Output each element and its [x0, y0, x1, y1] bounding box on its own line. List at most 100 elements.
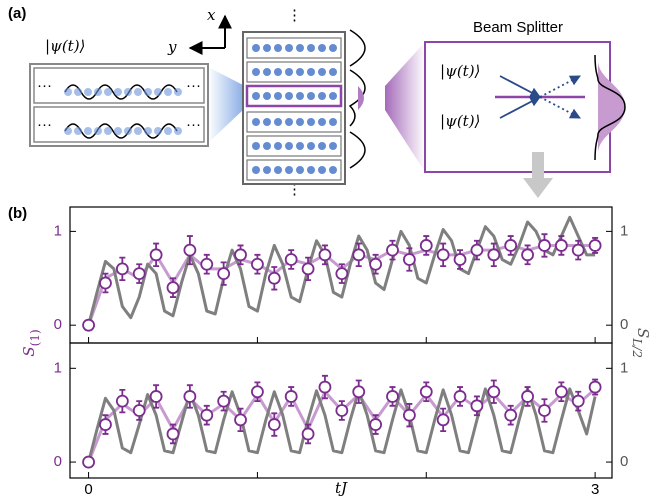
- data-point: [99, 418, 112, 431]
- ellipsis: ···: [186, 77, 201, 94]
- atom: [318, 166, 326, 174]
- data-point: [588, 380, 602, 394]
- atom: [252, 166, 260, 174]
- data-point: [301, 427, 315, 441]
- data-point: [200, 408, 214, 422]
- y-axis-label: S(1): [20, 329, 42, 356]
- atom: [285, 118, 293, 126]
- data-point: [183, 390, 197, 403]
- atom: [134, 88, 142, 96]
- x-tick-label: 3: [591, 481, 599, 498]
- lattice-row: [245, 84, 343, 108]
- data-point: [453, 390, 467, 403]
- data-point: [234, 248, 247, 262]
- atom: [296, 68, 304, 76]
- atom: [274, 142, 282, 150]
- x-axis-label: tJ: [335, 479, 348, 497]
- atom: [144, 127, 152, 135]
- atom: [134, 127, 142, 135]
- data-point: [149, 390, 163, 403]
- state-label: |ψ(t)⟩: [440, 112, 480, 130]
- atom: [285, 92, 293, 100]
- atom: [285, 68, 293, 76]
- atom: [274, 118, 282, 126]
- atom: [296, 118, 304, 126]
- data-point: [453, 253, 467, 266]
- atom: [329, 118, 337, 126]
- data-point: [419, 239, 433, 252]
- data-point: [571, 394, 585, 408]
- atom: [74, 88, 82, 96]
- atom: [174, 88, 182, 96]
- line: [87, 243, 596, 326]
- data-point: [284, 390, 298, 403]
- atom: [84, 88, 92, 96]
- data-point: [352, 248, 366, 262]
- beam-splitter-title: Beam Splitter: [473, 19, 563, 36]
- atom: [263, 68, 271, 76]
- lattice-row: [246, 61, 342, 83]
- atom: [64, 127, 72, 135]
- y2-tick-label: 1: [620, 222, 628, 239]
- atom: [296, 92, 304, 100]
- ellipsis: ···: [37, 77, 52, 94]
- data-point: [352, 385, 366, 399]
- beam: [499, 75, 541, 98]
- data-point: [436, 413, 450, 427]
- atom: [296, 166, 304, 174]
- data-point: [251, 385, 264, 399]
- atom: [318, 68, 326, 76]
- wave: [348, 29, 366, 169]
- atom: [164, 127, 172, 135]
- lattice-row: [246, 135, 342, 157]
- y-tick-label: 1: [54, 359, 62, 376]
- data-point: [318, 380, 332, 394]
- data-point: [166, 427, 180, 441]
- line: [87, 215, 596, 326]
- atom: [307, 92, 315, 100]
- atom: [329, 166, 337, 174]
- atom: [154, 127, 162, 135]
- data-point: [82, 455, 95, 469]
- atom: [252, 118, 260, 126]
- data-point: [115, 262, 129, 276]
- data-point: [369, 257, 383, 271]
- vdots: ⋮: [287, 7, 302, 24]
- data-point: [132, 267, 146, 280]
- atom: [285, 142, 293, 150]
- data-point: [554, 239, 568, 252]
- y-axis-label-main: S: [20, 346, 38, 356]
- data-point: [267, 418, 281, 431]
- data-point: [149, 248, 163, 262]
- data-point: [588, 239, 602, 252]
- data-point: [419, 385, 433, 399]
- data-point: [504, 239, 518, 252]
- y-axis-label-sub: (1): [28, 329, 42, 346]
- data-point: [200, 257, 214, 271]
- atom: [285, 44, 293, 52]
- atom: [263, 118, 271, 126]
- atom: [174, 127, 182, 135]
- y2-tick-label: 0: [620, 316, 628, 333]
- atom: [329, 68, 337, 76]
- atom: [252, 44, 260, 52]
- data-point: [115, 394, 129, 408]
- atom: [263, 92, 271, 100]
- y2-tick-label: 1: [620, 359, 628, 376]
- projection: [385, 42, 425, 172]
- data-point: [234, 413, 247, 427]
- lattice-row: [246, 159, 342, 181]
- atom: [124, 127, 132, 135]
- atom: [307, 44, 315, 52]
- data-point: [554, 385, 568, 399]
- atom: [274, 68, 282, 76]
- y-tick-label: 1: [54, 222, 62, 239]
- y2-axis-label: SL/2: [631, 328, 653, 358]
- chain: [33, 106, 205, 143]
- wave-fill: [358, 86, 364, 110]
- beam-splitter-box: [424, 41, 611, 173]
- data-point: [99, 276, 112, 290]
- atom: [274, 44, 282, 52]
- data-point: [369, 418, 383, 431]
- data-point: [335, 267, 349, 280]
